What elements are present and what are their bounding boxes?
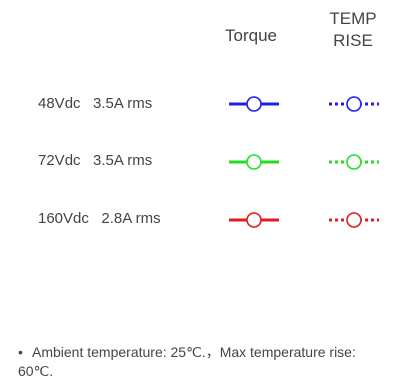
temp-rise-header-line2: RISE [333,31,373,50]
legend-label-72vdc: 72Vdc 3.5A rms [38,152,153,169]
temp-rise-marker-48vdc [346,96,362,112]
torque-sample-160vdc [229,212,279,228]
temp-rise-marker-160vdc [346,212,362,228]
temp-rise-sample-48vdc [329,96,379,112]
ambient-note: • Ambient temperature: 25℃.，Max temperatu… [18,343,388,381]
ambient-note-text: Ambient temperature: 25℃.，Max temperatur… [18,344,356,379]
torque-marker-160vdc [246,212,262,228]
bullet-icon: • [18,344,23,360]
temp-rise-header-line1: TEMP [329,9,377,28]
temp-rise-sample-160vdc [329,212,379,228]
temp-rise-marker-72vdc [346,154,362,170]
legend-markers [229,96,379,228]
legend-label-160vdc: 160Vdc 2.8A rms [38,210,161,227]
temp-rise-column-header: TEMP RISE [318,8,388,52]
legend-label-48vdc: 48Vdc 3.5A rms [38,95,153,112]
torque-marker-72vdc [246,154,262,170]
torque-sample-48vdc [229,96,279,112]
temp-rise-sample-72vdc [329,154,379,170]
torque-sample-72vdc [229,154,279,170]
torque-marker-48vdc [246,96,262,112]
torque-column-header: Torque [225,26,277,45]
